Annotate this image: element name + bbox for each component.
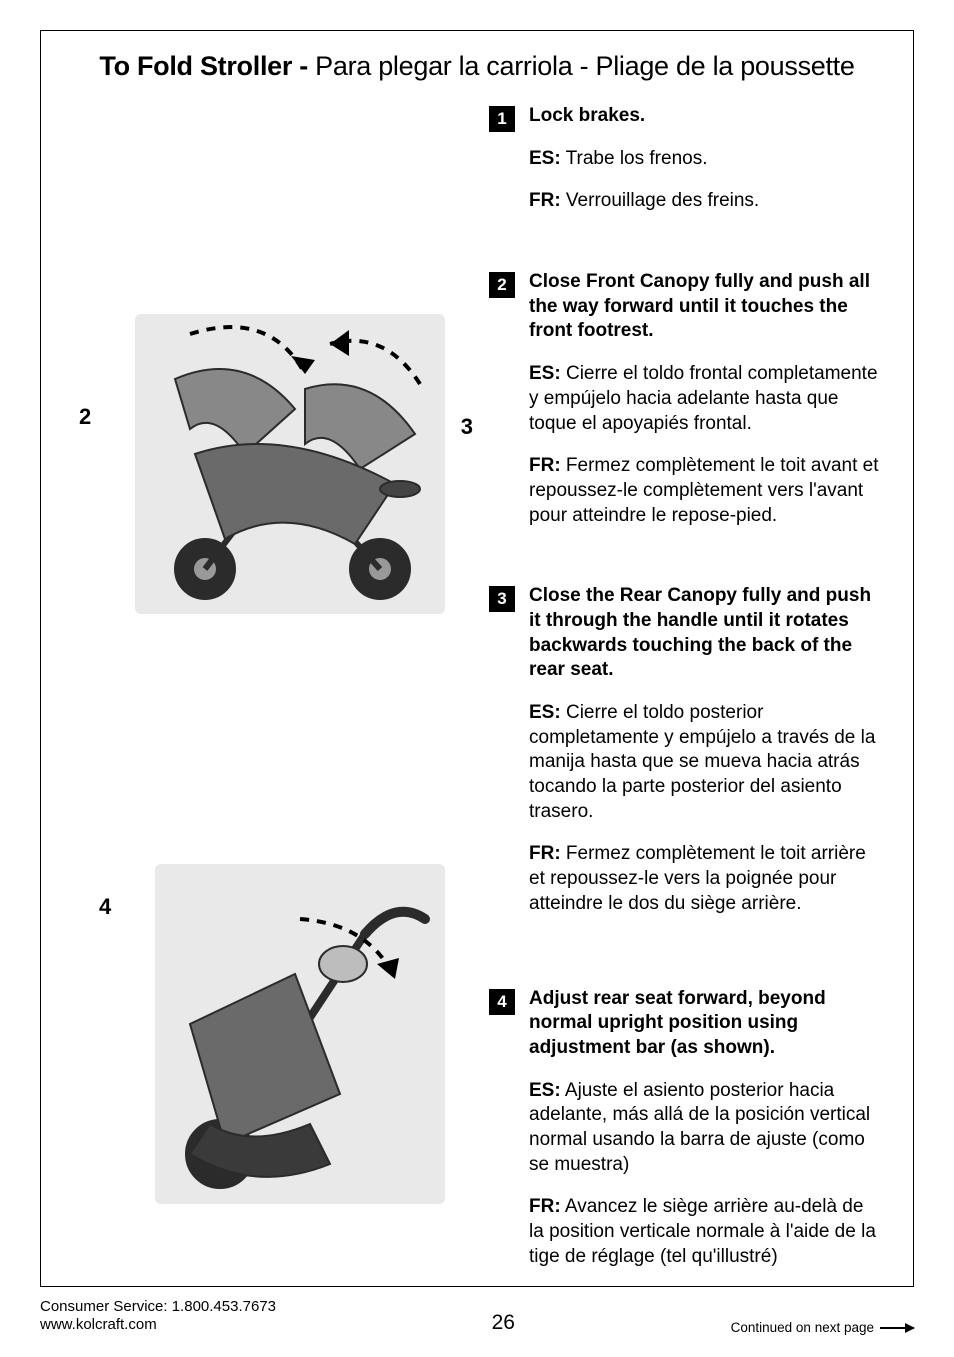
text-es: Cierre el toldo frontal completamente y … (529, 363, 878, 433)
step-number-badge: 2 (489, 272, 515, 298)
content-row: 2 3 (65, 104, 889, 1325)
stroller-b-svg (155, 864, 445, 1204)
page-frame: To Fold Stroller - Para plegar la carrio… (40, 30, 914, 1287)
continued-indicator: Continued on next page (731, 1320, 914, 1335)
step-title-en: Lock brakes. (529, 104, 883, 129)
page-title: To Fold Stroller - Para plegar la carrio… (65, 51, 889, 82)
step-es: ES: Cierre el toldo posterior completame… (529, 701, 883, 824)
lang-es: ES: (529, 148, 561, 169)
stroller-a-svg (135, 314, 445, 614)
page-footer: Consumer Service: 1.800.453.7673 www.kol… (40, 1298, 914, 1336)
step-es: ES: Cierre el toldo frontal completament… (529, 362, 883, 436)
lang-fr: FR: (529, 455, 561, 476)
service-phone: Consumer Service: 1.800.453.7673 (40, 1298, 276, 1317)
left-column: 2 3 (65, 104, 465, 1325)
step-es: ES: Trabe los frenos. (529, 147, 883, 172)
text-fr: Verrouillage des freins. (561, 190, 760, 211)
figure-label-4: 4 (99, 894, 111, 920)
title-bold: To Fold Stroller - (99, 51, 308, 81)
illustration-seat-adjust: 4 (155, 864, 445, 1204)
service-url: www.kolcraft.com (40, 1316, 276, 1335)
text-fr: Avancez le siège arrière au-delà de la p… (529, 1196, 876, 1266)
right-column: 1 Lock brakes. ES: Trabe los frenos. FR:… (489, 104, 889, 1325)
step-1: 1 Lock brakes. ES: Trabe los frenos. FR:… (489, 104, 883, 232)
step-body: Adjust rear seat forward, beyond normal … (529, 987, 883, 1288)
step-body: Close Front Canopy fully and push all th… (529, 270, 883, 546)
footer-service: Consumer Service: 1.800.453.7673 www.kol… (40, 1298, 276, 1336)
step-title-en: Close Front Canopy fully and push all th… (529, 270, 883, 344)
lang-es: ES: (529, 363, 561, 384)
text-es: Cierre el toldo posterior completamente … (529, 702, 875, 822)
text-es: Trabe los frenos. (561, 148, 708, 169)
step-number-badge: 3 (489, 586, 515, 612)
step-number-badge: 4 (489, 989, 515, 1015)
step-3: 3 Close the Rear Canopy fully and push i… (489, 584, 883, 934)
lang-fr: FR: (529, 843, 561, 864)
step-body: Close the Rear Canopy fully and push it … (529, 584, 883, 934)
text-fr: Fermez complètement le toit avant et rep… (529, 455, 879, 525)
step-fr: FR: Fermez complètement le toit avant et… (529, 454, 883, 528)
step-fr: FR: Avancez le siège arrière au-delà de … (529, 1195, 883, 1269)
step-4: 4 Adjust rear seat forward, beyond norma… (489, 987, 883, 1288)
continued-text: Continued on next page (731, 1320, 874, 1335)
arrow-right-icon (880, 1327, 914, 1329)
illustration-stroller-canopies: 2 3 (135, 314, 445, 614)
title-rest: Para plegar la carriola - Pliage de la p… (308, 51, 855, 81)
lang-fr: FR: (529, 190, 561, 211)
step-body: Lock brakes. ES: Trabe los frenos. FR: V… (529, 104, 883, 232)
page-number: 26 (492, 1311, 515, 1335)
step-fr: FR: Verrouillage des freins. (529, 189, 883, 214)
figure-label-3: 3 (461, 414, 473, 440)
step-fr: FR: Fermez complètement le toit arrière … (529, 842, 883, 916)
text-fr: Fermez complètement le toit arrière et r… (529, 843, 866, 913)
step-title-en: Close the Rear Canopy fully and push it … (529, 584, 883, 683)
step-es: ES: Ajuste el asiento posterior hacia ad… (529, 1079, 883, 1178)
step-number-badge: 1 (489, 106, 515, 132)
lang-es: ES: (529, 1080, 561, 1101)
figure-label-2: 2 (79, 404, 91, 430)
lang-fr: FR: (529, 1196, 561, 1217)
step-2: 2 Close Front Canopy fully and push all … (489, 270, 883, 546)
step-title-en: Adjust rear seat forward, beyond normal … (529, 987, 883, 1061)
text-es: Ajuste el asiento posterior hacia adelan… (529, 1080, 870, 1175)
lang-es: ES: (529, 702, 561, 723)
